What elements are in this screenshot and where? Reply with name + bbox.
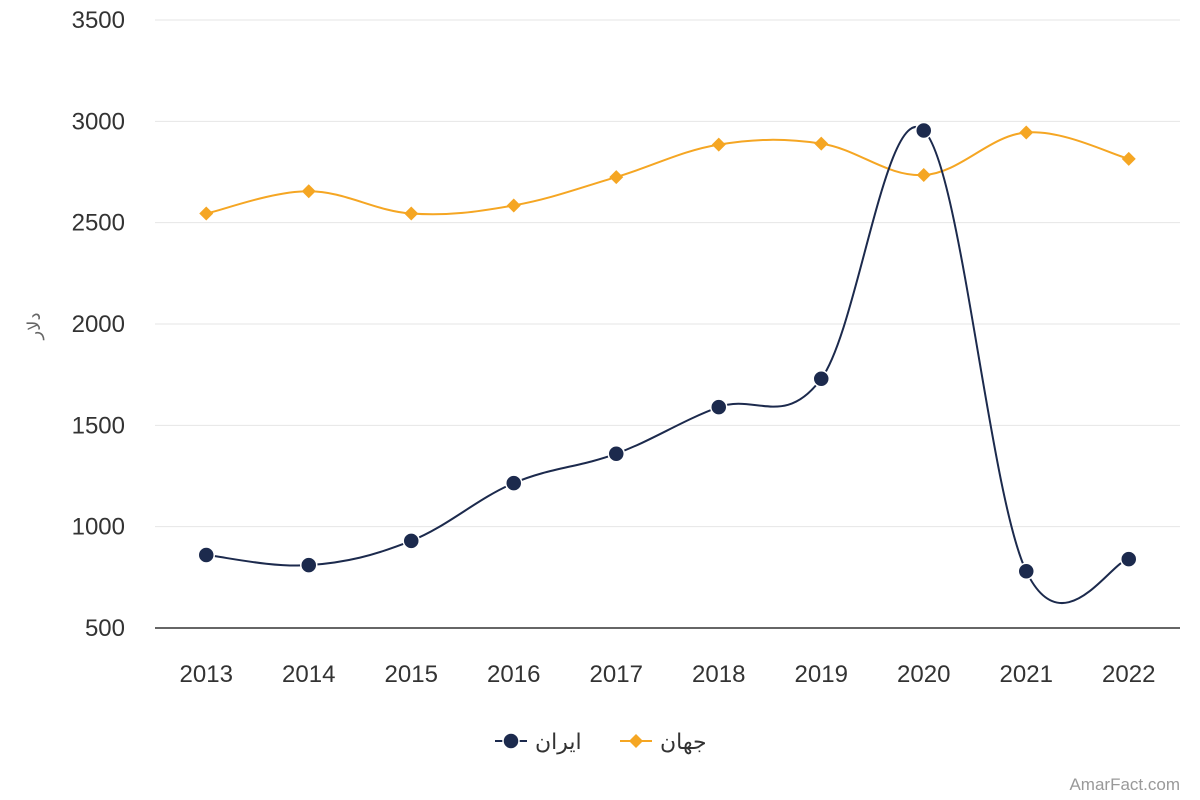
legend-label: جهان [660, 730, 707, 755]
data-point [814, 136, 829, 151]
y-tick-label: 2500 [72, 210, 125, 237]
legend-item: ایران [495, 730, 582, 755]
data-point [916, 168, 931, 183]
data-point [197, 546, 215, 564]
data-point [505, 474, 523, 492]
x-tick-label: 2018 [692, 661, 745, 688]
y-tick-label: 1500 [72, 412, 125, 439]
x-tick-label: 2019 [795, 661, 848, 688]
y-tick-label: 3000 [72, 108, 125, 135]
x-tick-label: 2021 [1000, 661, 1053, 688]
data-point [404, 206, 419, 221]
legend-marker [502, 732, 520, 750]
y-tick-label: 2000 [72, 311, 125, 338]
x-tick-label: 2022 [1102, 661, 1155, 688]
series-line [206, 126, 1130, 604]
data-point [710, 398, 728, 416]
data-point [1019, 125, 1034, 140]
x-tick-label: 2017 [590, 661, 643, 688]
series-lines [197, 121, 1138, 604]
data-point [301, 184, 316, 199]
x-axis: 2013 2014 2015 2016 2017 2018 2019 2020 2021 2022 [155, 627, 1180, 688]
credit-text[interactable]: AmarFact.com [1069, 775, 1180, 794]
data-point [1121, 151, 1136, 166]
x-tick-label: 2014 [282, 661, 335, 688]
legend-marker [629, 734, 643, 748]
series-world [199, 125, 1136, 221]
y-tick-label: 1000 [72, 514, 125, 541]
data-point [506, 198, 521, 213]
grid-lines [155, 19, 1180, 528]
data-point [609, 170, 624, 185]
series-iran [197, 121, 1138, 604]
data-point [300, 556, 318, 574]
legend: ایران جهان [495, 730, 707, 755]
data-point [607, 444, 625, 463]
legend-item: جهان [620, 730, 707, 755]
data-point [1120, 550, 1138, 568]
y-axis: 500 1000 1500 2000 2500 3000 3500 [72, 7, 125, 642]
x-tick-label: 2015 [385, 661, 438, 688]
legend-label: ایران [535, 730, 582, 755]
data-point [812, 369, 830, 388]
x-tick-label: 2020 [897, 661, 950, 688]
y-tick-label: 500 [85, 615, 125, 642]
data-point [915, 121, 933, 140]
series-line [206, 131, 1129, 216]
x-tick-label: 2016 [487, 661, 540, 688]
data-point [199, 206, 214, 221]
data-point [1017, 562, 1035, 581]
y-tick-label: 3500 [72, 7, 125, 34]
y-axis-label: دلار [24, 313, 45, 341]
data-point [402, 532, 420, 550]
x-tick-label: 2013 [180, 661, 233, 688]
data-point [711, 137, 726, 152]
